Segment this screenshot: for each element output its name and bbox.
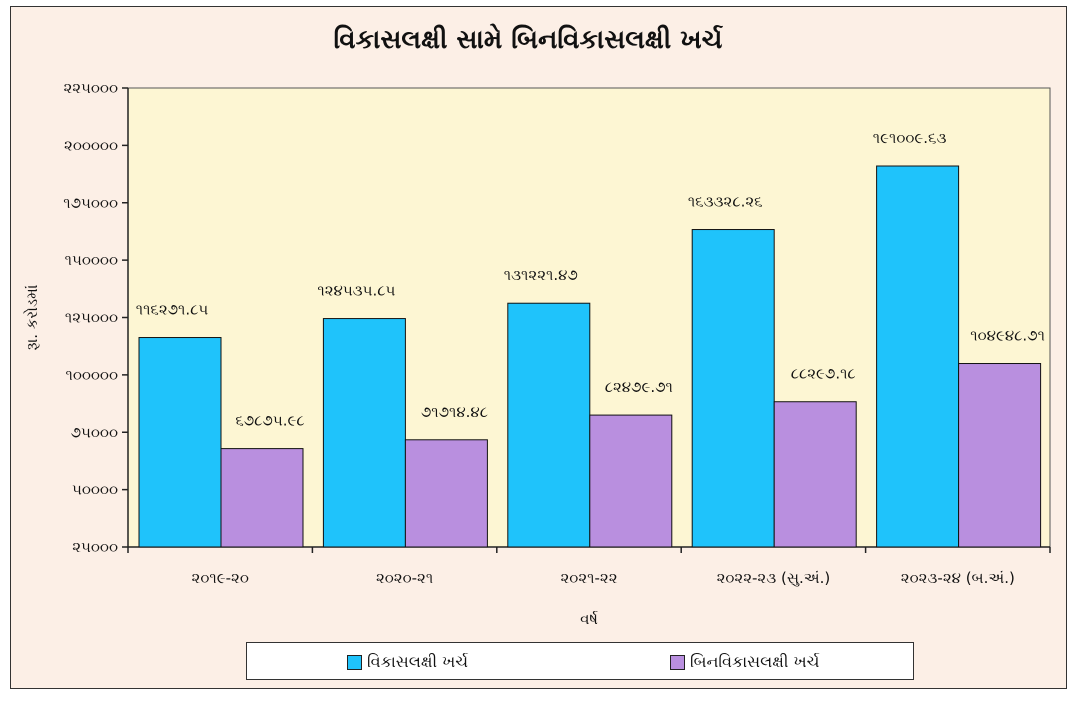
y-tick-label: ૭૫૦૦૦: [71, 423, 118, 441]
x-axis: ૨૦૧૯-૨૦ ૨૦૨૦-૨૧ ૨૦૨૧-૨૨ ૨૦૨૨-૨૩ (સુ.અં.) ૨૦૨…: [127, 546, 1051, 587]
legend: વિકાસલક્ષી ખર્ચ બિનવિકાસલક્ષી ખર્ચ: [246, 642, 914, 680]
y-tick-label: ૫૦૦૦૦: [72, 481, 118, 499]
legend-swatch-non-developmental: [670, 654, 685, 670]
bar-developmental: [322, 318, 406, 548]
data-label-developmental: ૧૨૪૫૩૫.૮૫: [317, 282, 395, 300]
y-tick-label: ૨૦૦૦૦૦: [64, 136, 118, 154]
data-label-developmental: ૧૧૬૨૭૧.૮૫: [136, 301, 209, 319]
data-label-non-developmental: ૭૧૭૧૪.૪૮: [421, 403, 488, 421]
bar-developmental: [876, 165, 960, 548]
y-axis: ૨૨૫૦૦૦ ૨૦૦૦૦૦ ૧૭૫૦૦૦ ૧૫૦૦૦૦ ૧૨૫૦૦૦ ૧૦૦૦૦૦ ૭૫૦૦…: [63, 79, 129, 556]
bar-non-developmental: [773, 401, 857, 548]
y-tick-label: ૧૫૦૦૦૦: [65, 251, 118, 269]
bar-developmental: [507, 302, 591, 548]
y-axis-title: રૂા. કરોડમાં: [23, 284, 41, 350]
data-label-non-developmental: ૬૭૮૭૫.૯૮: [235, 412, 304, 430]
bar-non-developmental: [404, 439, 488, 548]
legend-item-non-developmental: બિનવિકાસલક્ષી ખર્ચ: [670, 652, 819, 672]
data-label-developmental: ૧૯૧૦૦૯.૬૩: [873, 129, 947, 147]
legend-label-non-developmental: બિનવિકાસલક્ષી ખર્ચ: [690, 652, 820, 671]
y-tick-label: ૧૨૫૦૦૦: [65, 309, 118, 327]
x-tick-label: ૨૦૨૩-૨૪ (બ.અં.): [901, 569, 1015, 587]
bar-non-developmental: [958, 363, 1042, 548]
bars-group: [138, 165, 1042, 548]
x-tick-label: ૨૦૨૧-૨૨: [560, 569, 617, 587]
data-label-non-developmental: ૧૦૪૯૪૮.૭૧: [970, 327, 1045, 345]
data-label-developmental: ૧૬૩૩૨૮.૨૬: [688, 193, 763, 211]
y-tick-label: ૧૦૦૦૦૦: [65, 366, 118, 384]
bar-developmental: [138, 337, 222, 548]
data-label-non-developmental: ૮૨૪૭૯.૭૧: [605, 378, 673, 396]
y-tick-label: ૨૫૦૦૦: [72, 538, 118, 556]
legend-label-developmental: વિકાસલક્ષી ખર્ચ: [367, 652, 469, 671]
x-tick-label: ૨૦૧૯-૨૦: [192, 569, 249, 587]
bar-developmental: [691, 229, 775, 548]
bar-non-developmental: [589, 414, 673, 548]
data-labels-group: ૧૧૬૨૭૧.૮૫ ૧૨૪૫૩૫.૮૫ ૧૩૧૨૨૧.૪૭ ૧૬૩૩૨૮.૨૬ ૧૯૧૦…: [136, 129, 1045, 430]
x-axis-title: વર્ષ: [580, 610, 598, 628]
chart-title: વિકાસલક્ષી સામે બિનવિકાસલક્ષી ખર્ચ: [334, 24, 724, 55]
y-tick-label: ૨૨૫૦૦૦: [63, 79, 118, 97]
legend-item-developmental: વિકાસલક્ષી ખર્ચ: [347, 652, 468, 672]
x-tick-label: ૨૦૨૦-૨૧: [376, 569, 433, 587]
x-tick-label: ૨૦૨૨-૨૩ (સુ.અં.): [717, 569, 831, 587]
y-tick-label: ૧૭૫૦૦૦: [63, 194, 118, 212]
data-label-developmental: ૧૩૧૨૨૧.૪૭: [504, 266, 578, 284]
legend-swatch-developmental: [347, 654, 362, 670]
data-label-non-developmental: ૮૮૨૯૭.૧૮: [791, 365, 856, 383]
bar-non-developmental: [220, 448, 304, 548]
